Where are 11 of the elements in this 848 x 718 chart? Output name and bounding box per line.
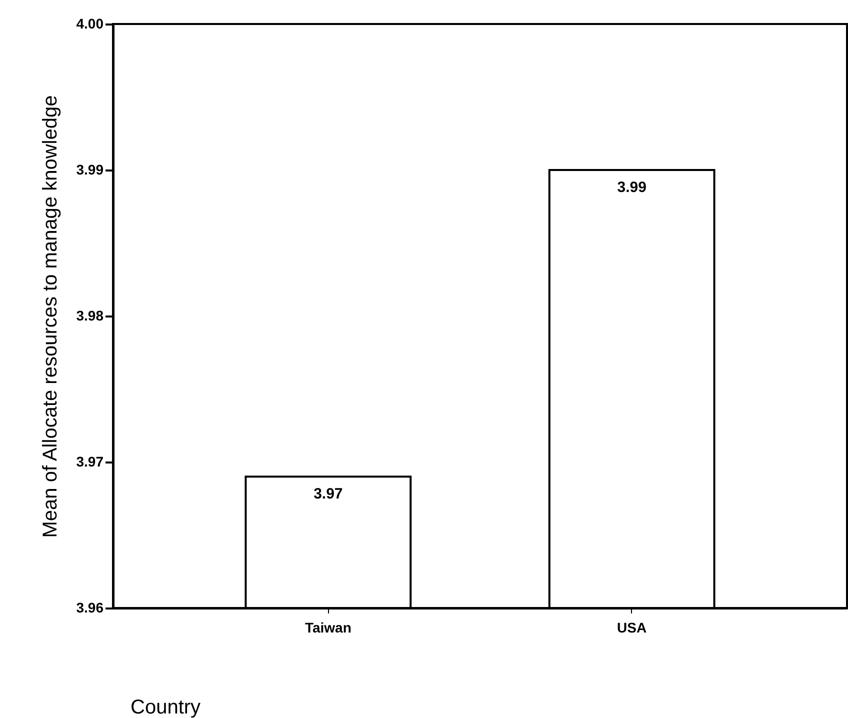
data-label: 3.97 xyxy=(314,486,343,503)
y-tick-label: 3.99 xyxy=(76,162,104,178)
y-tick-label: 4.00 xyxy=(76,16,104,32)
data-label: 3.99 xyxy=(617,179,646,196)
y-tick-label: 3.97 xyxy=(76,454,104,470)
x-tick-label: Taiwan xyxy=(304,620,352,636)
x-axis-title: Country xyxy=(130,696,201,718)
y-tick-label: 3.98 xyxy=(76,308,104,324)
y-tick-label: 3.96 xyxy=(76,600,104,616)
x-tick-label: USA xyxy=(617,620,647,636)
y-axis-title: Mean of Allocate resources to manage knowledge xyxy=(39,95,62,538)
